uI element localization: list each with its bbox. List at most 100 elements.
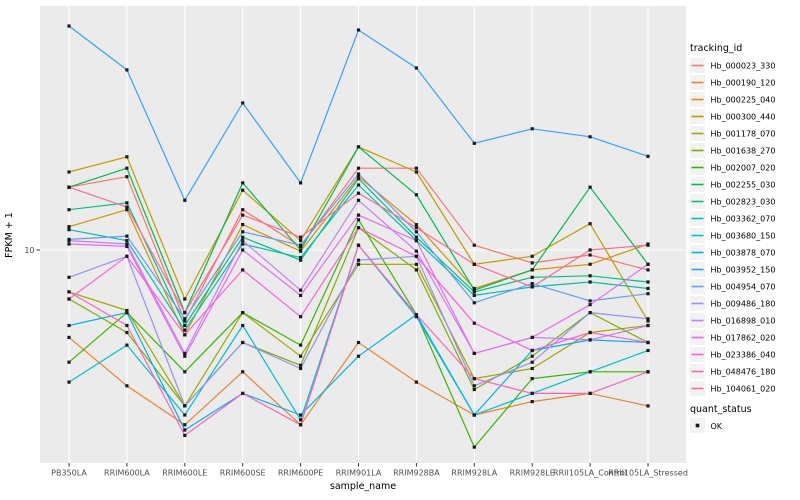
data-point (67, 275, 71, 279)
legend-item: Hb_002255_030 (690, 177, 775, 192)
data-point (356, 243, 361, 247)
data-point (414, 66, 418, 70)
data-point (299, 366, 303, 371)
data-point (67, 228, 71, 232)
data-point (530, 377, 534, 381)
data-point (125, 311, 129, 315)
data-point (299, 235, 303, 239)
legend-item-label: Hb_009486_180 (711, 300, 776, 309)
x-tick-label: RRIM600LA (104, 469, 150, 478)
x-tick-labels: PB350LA RRIM600LA RRIM600LE RRIM600SE RRIM60… (51, 469, 688, 478)
x-tick-label: RRII105LA_Stressed (608, 469, 688, 478)
data-point (241, 239, 245, 243)
legend-item-label: Hb_003362_070 (711, 215, 776, 224)
data-point (414, 315, 418, 319)
data-point (241, 230, 245, 234)
data-point (125, 68, 129, 72)
legend-item: Hb_003680_150 (690, 228, 775, 243)
data-point (530, 366, 534, 371)
data-point (646, 323, 650, 328)
legend-item-label: Hb_017862_020 (711, 334, 776, 343)
data-point (125, 242, 129, 246)
data-point (646, 319, 650, 323)
data-point (241, 235, 245, 239)
data-point (356, 354, 361, 358)
data-point (472, 413, 476, 417)
data-point (472, 262, 476, 266)
data-point (125, 244, 129, 248)
data-point (125, 254, 129, 258)
data-point (414, 170, 418, 174)
legend-item: Hb_003878_070 (690, 245, 775, 260)
data-point (241, 311, 245, 315)
data-point (67, 242, 71, 246)
legend-item-label: Hb_004954_070 (711, 283, 776, 292)
data-point (299, 288, 303, 292)
legend-item: Hb_048476_180 (690, 364, 775, 379)
legend-item: Hb_002823_030 (690, 194, 775, 209)
data-point (414, 226, 418, 230)
data-point (299, 258, 303, 262)
data-point (183, 433, 187, 437)
data-point (530, 127, 534, 131)
quant-ok-marker-icon (695, 423, 700, 428)
x-tick-label: RRIM928LA (451, 469, 497, 478)
data-point (588, 391, 592, 395)
x-tick-label: RRIM928BA (393, 469, 440, 478)
data-point (183, 370, 187, 374)
data-point (67, 225, 71, 229)
data-point (67, 24, 71, 28)
data-point (125, 234, 129, 238)
legend-item-label: Hb_003952_150 (711, 266, 776, 275)
legend-item: Hb_001178_070 (690, 126, 775, 141)
data-point (588, 253, 592, 257)
data-point (125, 166, 129, 170)
legend-item: Hb_003952_150 (690, 262, 775, 277)
data-point (183, 319, 187, 323)
axis-ticks (36, 249, 649, 467)
data-point (530, 285, 534, 289)
data-point (646, 286, 650, 291)
data-point (183, 354, 187, 358)
data-point (125, 155, 129, 159)
data-point (356, 226, 361, 230)
legend-item: Hb_001638_270 (690, 143, 775, 158)
data-point (183, 323, 187, 328)
data-point (183, 428, 187, 432)
x-tick-label: RRIM600PE (278, 469, 324, 478)
data-point (414, 262, 418, 266)
data-point (241, 340, 245, 345)
data-point (67, 239, 71, 243)
data-point (67, 380, 71, 384)
data-point (183, 297, 187, 301)
data-point (67, 360, 71, 364)
data-point (67, 323, 71, 328)
data-point (530, 360, 534, 364)
legend-item: Hb_009486_180 (690, 296, 775, 311)
data-point (414, 268, 418, 272)
data-point (356, 262, 361, 266)
data-point (241, 268, 245, 272)
data-point (588, 274, 592, 278)
legend-item-label: Hb_003680_150 (711, 232, 776, 241)
data-point (414, 249, 418, 253)
data-point (472, 301, 476, 305)
data-point (646, 268, 650, 272)
data-point (125, 330, 129, 335)
data-point (125, 205, 129, 209)
data-point (646, 262, 650, 266)
y-tick-label: 10 (24, 246, 34, 255)
data-point (588, 185, 592, 189)
data-point (183, 351, 187, 355)
data-point (646, 404, 650, 408)
legend-item: Hb_023386_040 (690, 347, 775, 362)
data-point (67, 335, 71, 339)
data-point (183, 404, 187, 408)
data-point (356, 340, 361, 345)
data-point (299, 239, 303, 243)
x-tick-label: PB350LA (51, 469, 87, 478)
data-point (183, 333, 187, 337)
data-point (241, 213, 245, 217)
data-point (530, 391, 534, 395)
data-point (414, 230, 418, 234)
